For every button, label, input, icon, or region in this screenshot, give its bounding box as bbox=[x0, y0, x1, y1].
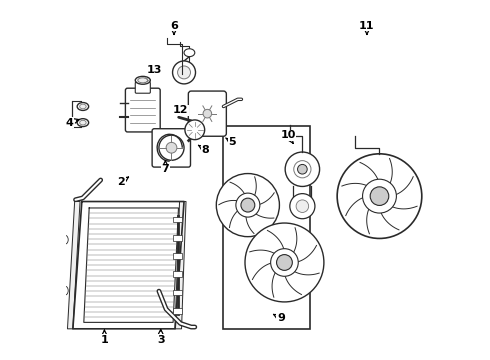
Circle shape bbox=[159, 135, 184, 160]
Bar bbox=[223, 126, 310, 329]
Text: 4: 4 bbox=[65, 118, 79, 128]
Circle shape bbox=[236, 193, 260, 217]
Circle shape bbox=[285, 152, 319, 186]
FancyBboxPatch shape bbox=[152, 129, 191, 167]
Circle shape bbox=[216, 174, 279, 237]
Text: 10: 10 bbox=[280, 130, 296, 143]
Bar bbox=[173, 235, 182, 240]
Circle shape bbox=[290, 194, 315, 219]
Ellipse shape bbox=[77, 103, 89, 111]
Text: 6: 6 bbox=[170, 21, 178, 35]
Circle shape bbox=[363, 179, 396, 213]
Circle shape bbox=[294, 161, 311, 178]
Circle shape bbox=[177, 66, 191, 79]
Text: 12: 12 bbox=[172, 105, 188, 115]
Ellipse shape bbox=[185, 120, 205, 140]
FancyBboxPatch shape bbox=[135, 82, 150, 93]
Text: 7: 7 bbox=[162, 161, 169, 174]
FancyBboxPatch shape bbox=[125, 88, 160, 132]
FancyBboxPatch shape bbox=[188, 91, 226, 136]
Text: 3: 3 bbox=[157, 329, 165, 345]
Text: 13: 13 bbox=[147, 64, 162, 75]
Ellipse shape bbox=[62, 286, 68, 295]
Circle shape bbox=[166, 142, 177, 153]
Ellipse shape bbox=[77, 119, 89, 127]
Bar bbox=[173, 308, 182, 314]
Circle shape bbox=[337, 154, 422, 238]
Circle shape bbox=[241, 198, 255, 212]
Text: 5: 5 bbox=[226, 138, 236, 147]
Circle shape bbox=[203, 109, 212, 118]
Circle shape bbox=[245, 223, 324, 302]
Bar bbox=[173, 253, 182, 259]
Polygon shape bbox=[68, 202, 80, 329]
Circle shape bbox=[297, 165, 307, 174]
Text: 9: 9 bbox=[273, 313, 285, 323]
Ellipse shape bbox=[62, 235, 68, 244]
Polygon shape bbox=[175, 202, 186, 329]
Bar bbox=[173, 217, 182, 222]
Bar bbox=[173, 271, 182, 277]
Circle shape bbox=[296, 200, 309, 212]
Ellipse shape bbox=[135, 76, 150, 84]
Ellipse shape bbox=[80, 104, 86, 109]
Circle shape bbox=[270, 249, 298, 276]
Ellipse shape bbox=[138, 78, 148, 83]
Ellipse shape bbox=[80, 120, 86, 125]
Circle shape bbox=[172, 61, 196, 84]
Text: 8: 8 bbox=[198, 144, 209, 154]
Ellipse shape bbox=[184, 49, 195, 57]
Bar bbox=[173, 290, 182, 296]
Circle shape bbox=[276, 255, 293, 270]
Text: 2: 2 bbox=[118, 177, 128, 187]
Text: 11: 11 bbox=[359, 21, 375, 35]
Text: 1: 1 bbox=[100, 330, 108, 345]
Circle shape bbox=[370, 187, 389, 206]
